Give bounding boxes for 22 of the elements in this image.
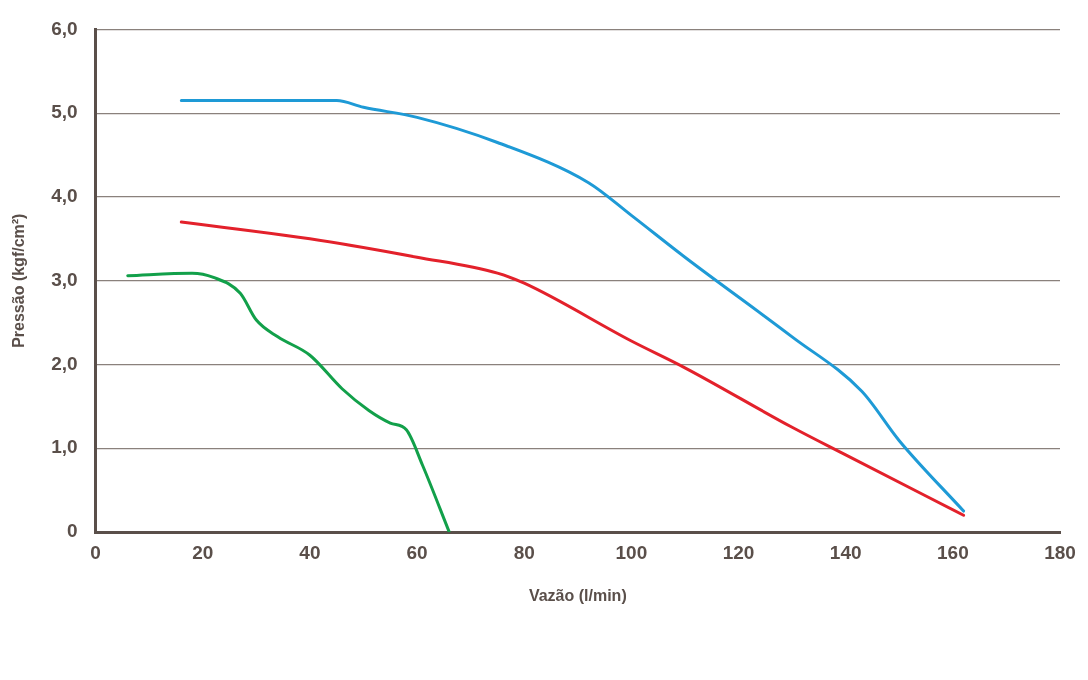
y-tick-label: 5,0 [51, 101, 78, 123]
x-tick-label: 80 [513, 541, 535, 563]
x-tick-label: 120 [722, 541, 755, 563]
x-tick-label: 40 [299, 541, 321, 563]
y-tick-label: 4,0 [51, 185, 78, 207]
x-tick-label: 180 [1044, 541, 1076, 563]
y-tick-label: 3,0 [51, 268, 78, 290]
x-tick-label: 140 [829, 541, 862, 563]
y-tick-label: 6,0 [51, 17, 78, 39]
x-tick-label: 20 [192, 541, 214, 563]
x-tick-label: 60 [406, 541, 428, 563]
y-tick-label: 2,0 [51, 352, 78, 374]
x-tick-label: 160 [936, 541, 969, 563]
y-tick-label: 0 [67, 520, 78, 542]
y-axis-title: Pressão (kgf/cm²) [10, 213, 28, 348]
line-series [179, 220, 966, 517]
x-axis-title: Vazão (l/min) [528, 586, 627, 604]
x-tick-label: 0 [90, 541, 101, 563]
y-tick-label: 1,0 [51, 436, 78, 458]
line-series [179, 99, 966, 513]
x-tick-label: 100 [615, 541, 648, 563]
line-series [126, 271, 451, 532]
